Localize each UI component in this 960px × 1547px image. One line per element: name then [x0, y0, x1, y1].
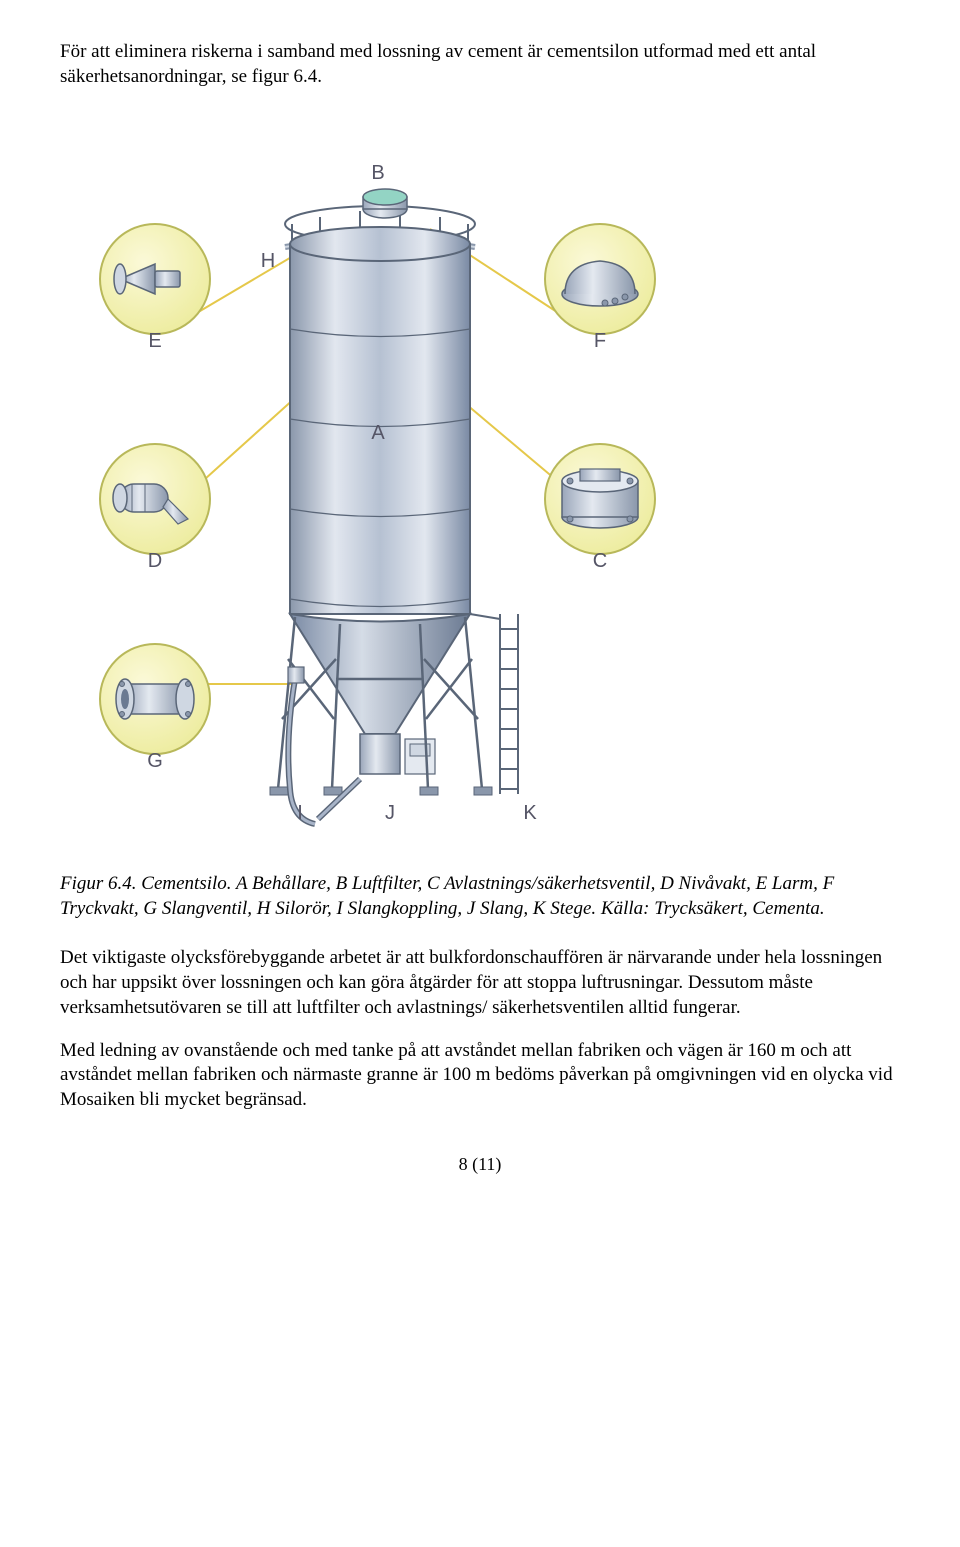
svg-text:C: C [593, 550, 607, 572]
svg-text:I: I [297, 802, 303, 824]
caption-prefix: Figur 6.4. Cementsilo. [60, 873, 236, 894]
svg-text:D: D [148, 550, 162, 572]
ladder [470, 614, 518, 794]
body-paragraph-1: Det viktigaste olycksförebyggande arbete… [60, 946, 900, 1020]
svg-text:B: B [371, 162, 384, 184]
cement-silo-diagram: A B C D E F G H I J K [60, 119, 680, 839]
silo-body [270, 189, 518, 824]
svg-text:K: K [523, 802, 537, 824]
component-g-pipe [116, 679, 194, 719]
svg-text:J: J [385, 802, 395, 824]
svg-text:A: A [371, 422, 385, 444]
intro-paragraph: För att eliminera riskerna i samband med… [60, 40, 900, 89]
figure-6-4: A B C D E F G H I J K [60, 119, 680, 847]
figure-caption: Figur 6.4. Cementsilo. A Behållare, B Lu… [60, 872, 900, 921]
svg-text:H: H [261, 250, 275, 272]
svg-text:G: G [147, 750, 163, 772]
svg-text:E: E [148, 330, 161, 352]
component-c-valve [562, 469, 638, 528]
page-number: 8 (11) [60, 1153, 900, 1176]
svg-text:F: F [594, 330, 606, 352]
body-paragraph-2: Med ledning av ovanstående och med tanke… [60, 1039, 900, 1113]
